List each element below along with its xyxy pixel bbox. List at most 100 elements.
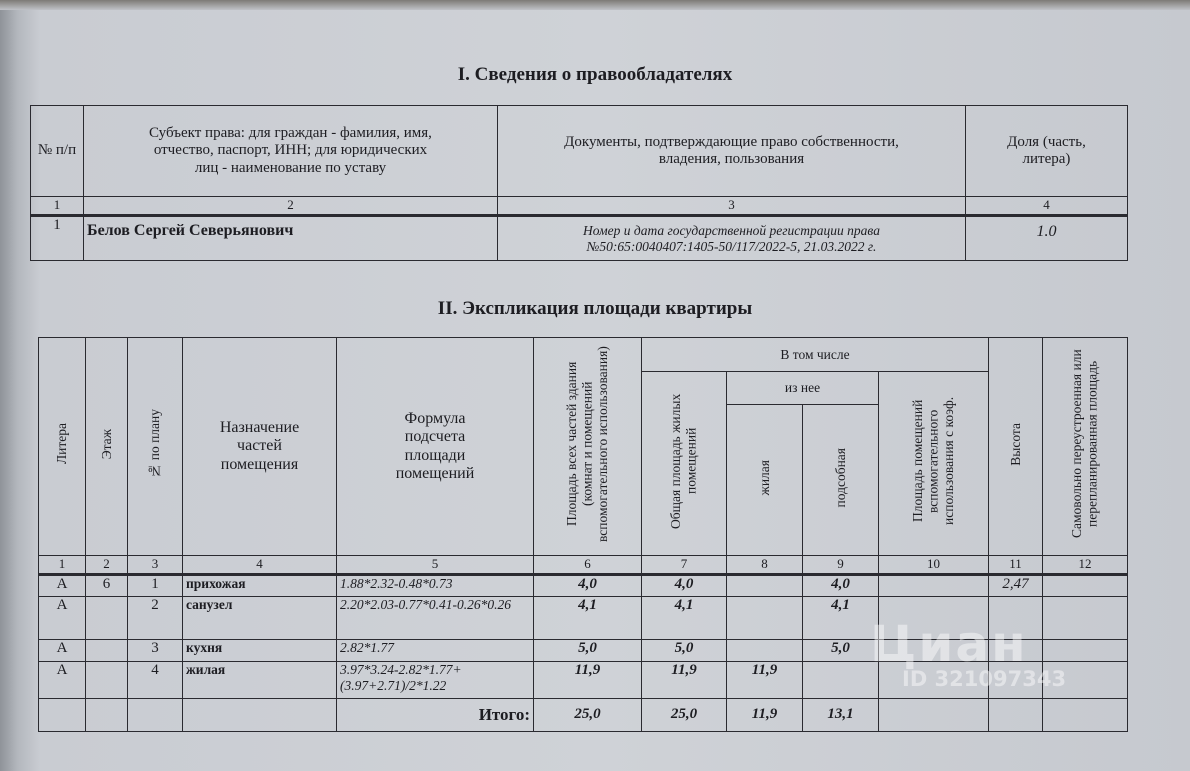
header-of-which: из нее — [726, 371, 879, 405]
cell — [988, 698, 1043, 732]
header-share: Доля (часть, литера) — [965, 105, 1128, 197]
cell-formula: 2.82*1.77 — [336, 639, 534, 662]
owners-table: № п/п Субъект права: для граждан - фамил… — [30, 105, 1128, 261]
colnum-1: 1 — [30, 196, 84, 216]
cell-plan: 1 — [127, 573, 183, 597]
colnum-10: 10 — [878, 555, 989, 575]
cell-coef — [878, 661, 989, 699]
cell — [1042, 698, 1128, 732]
document-line-2: №50:65:0040407:1405-50/117/2022-5, 21.03… — [586, 238, 877, 254]
cell-living — [726, 639, 803, 662]
section2-title: II. Экспликация площади квартиры — [437, 298, 753, 319]
watermark: Циан ID 321097343 — [870, 615, 1066, 691]
cell-formula: 2.20*2.03-0.77*0.41-0.26*0.26 — [336, 596, 534, 640]
table-row: А 2 санузел 2.20*2.03-0.77*0.41-0.26*0.26 4,… — [38, 596, 1128, 640]
cell-purpose: прихожая — [182, 573, 337, 597]
watermark-brand: Циан — [870, 615, 1028, 673]
colnum-11: 11 — [988, 555, 1043, 575]
cell — [85, 698, 128, 732]
cell-living-total: 5,0 — [641, 639, 727, 662]
cell-plan: 2 — [127, 596, 183, 640]
cell-litera: А — [38, 573, 86, 597]
colnum-4: 4 — [965, 196, 1128, 216]
explication-table: Литера Этаж № по плану Назначение частей… — [38, 337, 1128, 732]
colnum-6: 6 — [533, 555, 642, 575]
owner-document: Номер и дата государственной регистрации… — [497, 214, 966, 261]
header-subject: Субъект права: для граждан - фамилия, им… — [83, 105, 498, 197]
table-row: А 4 жилая 3.97*3.24-2.82*1.77+(3.97+2.71)/2… — [38, 661, 1128, 699]
header-floor: Этаж — [85, 337, 128, 556]
cell-total: 4,1 — [533, 596, 642, 640]
header-height: Высота — [988, 337, 1043, 556]
document-line-1: Номер и дата государственной регистрации… — [583, 222, 880, 238]
totals-living: 11,9 — [726, 698, 803, 732]
colnum-7: 7 — [641, 555, 727, 575]
cell-rebuilt — [1042, 661, 1128, 699]
totals-row: Итого: 25,0 25,0 11,9 13,1 — [38, 698, 1128, 732]
cell — [878, 698, 989, 732]
cell-litera: А — [38, 639, 86, 662]
cell-litera: А — [38, 596, 86, 640]
cell-living-total: 11,9 — [641, 661, 727, 699]
owner-num: 1 — [30, 214, 84, 261]
header-plan-no: № по плану — [127, 337, 183, 556]
cell-formula: 1.88*2.32-0.48*0.73 — [336, 573, 534, 597]
cell-rebuilt — [1042, 573, 1128, 597]
cell — [182, 698, 337, 732]
watermark-id: ID 321097343 — [902, 667, 1067, 691]
owner-share: 1.0 — [965, 214, 1128, 261]
cell-formula: 3.97*3.24-2.82*1.77+(3.97+2.71)/2*1.22 — [336, 661, 534, 699]
cell-living-total: 4,0 — [641, 573, 727, 597]
cell-purpose: санузел — [182, 596, 337, 640]
header-documents: Документы, подтверждающие право собствен… — [497, 105, 966, 197]
cell — [127, 698, 183, 732]
cell-living — [726, 573, 803, 597]
header-total-area: Площадь всех частей здания (комнат и пом… — [533, 337, 642, 556]
cell-aux: 4,0 — [802, 573, 879, 597]
cell-total: 5,0 — [533, 639, 642, 662]
cell-height: 2,47 — [988, 573, 1043, 597]
owner-name: Белов Сергей Северьянович — [83, 214, 498, 261]
cell-living: 11,9 — [726, 661, 803, 699]
colnum-1: 1 — [38, 555, 86, 575]
totals-aux: 13,1 — [802, 698, 879, 732]
header-litera: Литера — [38, 337, 86, 556]
cell-aux: 5,0 — [802, 639, 879, 662]
cell-litera: А — [38, 661, 86, 699]
cell-purpose: жилая — [182, 661, 337, 699]
totals-living-total: 25,0 — [641, 698, 727, 732]
colnum-5: 5 — [336, 555, 534, 575]
colnum-2: 2 — [85, 555, 128, 575]
cell-total: 4,0 — [533, 573, 642, 597]
table-row: А 6 1 прихожая 1.88*2.32-0.48*0.73 4,0 4,0 4,0 2… — [38, 573, 1128, 597]
cell-floor: 6 — [85, 573, 128, 597]
cell-total: 11,9 — [533, 661, 642, 699]
cell-floor — [85, 639, 128, 662]
cell-living — [726, 596, 803, 640]
colnum-8: 8 — [726, 555, 803, 575]
cell-coef — [878, 596, 989, 640]
colnum-2: 2 — [83, 196, 498, 216]
colnum-4: 4 — [182, 555, 337, 575]
cell-floor — [85, 661, 128, 699]
cell-rebuilt — [1042, 596, 1128, 640]
header-num: № п/п — [30, 105, 84, 197]
header-formula: Формула подсчета площади помещений — [336, 337, 534, 556]
section1-title: I. Сведения о правообладателях — [457, 64, 733, 85]
header-rebuilt: Самовольно переустроенная или перепланир… — [1042, 337, 1128, 556]
cell-living-total: 4,1 — [641, 596, 727, 640]
cell-aux — [802, 661, 879, 699]
totals-total: 25,0 — [533, 698, 642, 732]
colnum-9: 9 — [802, 555, 879, 575]
cell-plan: 3 — [127, 639, 183, 662]
colnum-3: 3 — [127, 555, 183, 575]
totals-label: Итого: — [336, 698, 534, 732]
colnum-3: 3 — [497, 196, 966, 216]
header-living-total: Общая площадь жилых помещений — [641, 371, 727, 556]
paper-edge — [0, 0, 1190, 10]
cell-floor — [85, 596, 128, 640]
colnum-12: 12 — [1042, 555, 1128, 575]
cell-coef — [878, 573, 989, 597]
header-living: жилая — [726, 404, 803, 556]
header-purpose: Назначение частей помещения — [182, 337, 337, 556]
